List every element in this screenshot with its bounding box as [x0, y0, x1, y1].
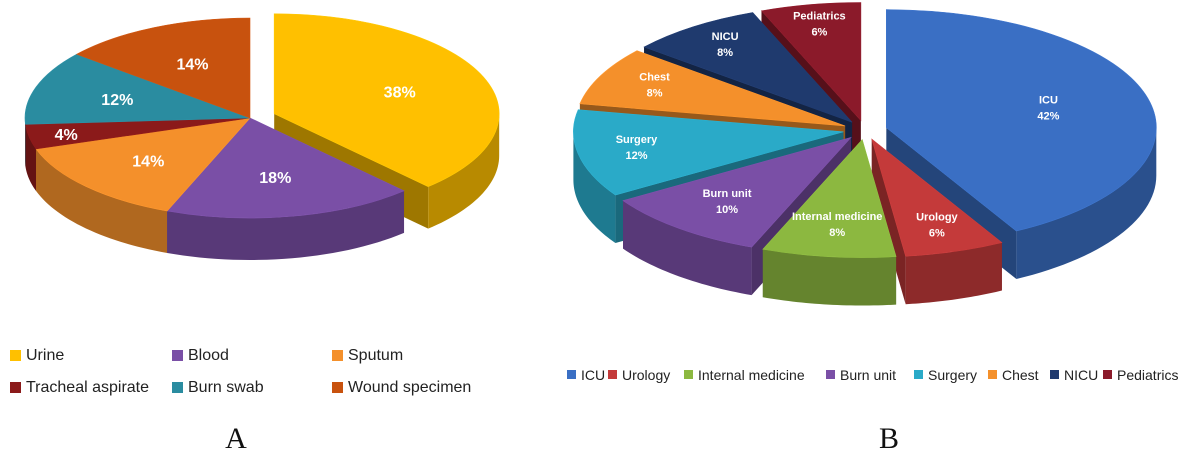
legend-item-icu: ICU: [567, 367, 605, 383]
legend-item-internal-medicine: Internal medicine: [684, 367, 805, 383]
legend-swatch: [332, 350, 343, 361]
slice-side-sputum: [36, 148, 168, 253]
slice-name-label: Surgery: [616, 134, 658, 146]
slice-wall-urology: [871, 139, 906, 305]
legend-label: Internal medicine: [698, 367, 805, 383]
slice-value-label: 6%: [811, 27, 827, 39]
legend-swatch: [608, 370, 617, 379]
slice-value-label: 8%: [647, 88, 663, 100]
slice-side-surgery: [573, 131, 616, 244]
slice-side-icu: [1016, 127, 1157, 280]
slice-name-label: Chest: [639, 72, 670, 84]
slice-icu: [886, 9, 1157, 232]
legend-item-chest: Chest: [988, 367, 1039, 383]
legend-item-burn-swab: Burn swab: [172, 379, 264, 396]
slice-side-urology: [905, 242, 1002, 305]
legend-label: Surgery: [928, 367, 977, 383]
legend-swatch: [826, 370, 835, 379]
legend-label: NICU: [1064, 367, 1098, 383]
legend-swatch: [172, 350, 183, 361]
slice-internal-medicine: [762, 138, 897, 258]
legend-item-sputum: Sputum: [332, 347, 403, 364]
legend-item-nicu: NICU: [1050, 367, 1098, 383]
legend-swatch: [1103, 370, 1112, 379]
slice-urology: [871, 138, 1003, 257]
legend-item-burn-unit: Burn unit: [826, 367, 896, 383]
pie-tops: [573, 2, 1157, 258]
slice-value-label: 42%: [1037, 110, 1059, 122]
legend-swatch: [684, 370, 693, 379]
slice-urine: [273, 13, 500, 187]
slice-value-label: 12%: [626, 150, 648, 162]
slice-name-label: Internal medicine: [792, 211, 882, 223]
slice-value-label: 12%: [101, 92, 133, 109]
legend-label: Blood: [188, 347, 229, 364]
panel-label-a: A: [225, 422, 247, 450]
legend-label: Chest: [1002, 367, 1039, 383]
legend-item-urology: Urology: [608, 367, 670, 383]
slice-name-label: ICU: [1039, 94, 1058, 106]
slice-value-label: 10%: [716, 204, 738, 216]
legend-label: Urine: [26, 347, 64, 364]
legend-item-pediatrics: Pediatrics: [1103, 367, 1178, 383]
slice-value-label: 8%: [717, 47, 733, 59]
legend-label: Burn swab: [188, 379, 264, 396]
slice-value-label: 38%: [384, 85, 416, 102]
slice-pediatrics: [760, 2, 862, 122]
slice-nicu: [643, 12, 853, 123]
slice-side-tracheal-aspirate: [25, 124, 37, 191]
slice-wound-specimen: [75, 17, 251, 119]
slice-value-label: 14%: [132, 153, 164, 170]
legend-swatch: [10, 350, 21, 361]
pie-labels: 38% 18% 14% 4% 12% 14%: [55, 57, 416, 187]
slice-name-label: NICU: [712, 31, 739, 43]
pie-tops: [24, 13, 500, 219]
legend-item-wound-specimen: Wound specimen: [332, 379, 471, 396]
legend-label: Burn unit: [840, 367, 896, 383]
legend-swatch: [10, 382, 21, 393]
legend-item-surgery: Surgery: [914, 367, 977, 383]
slice-side-blood: [167, 190, 405, 260]
slice-value-label: 14%: [177, 57, 209, 74]
slice-burn-swab: [24, 53, 251, 125]
legend-item-tracheal-aspirate: Tracheal aspirate: [10, 379, 149, 396]
legend-swatch: [1050, 370, 1059, 379]
legend-swatch: [172, 382, 183, 393]
legend-label: Pediatrics: [1117, 367, 1178, 383]
legend-b: ICU Urology Internal medicine Burn unit Surg…: [567, 367, 1178, 383]
slice-value-label: 18%: [259, 170, 291, 187]
slice-side-burn-unit: [623, 200, 752, 296]
chart-b: ICU 42% Urology 6% Internal medicine 8% Burn u…: [573, 2, 1157, 306]
slice-chest: [579, 50, 846, 127]
slice-burn-unit: [622, 136, 852, 248]
slice-name-label: Urology: [916, 212, 958, 224]
legend-label: Tracheal aspirate: [26, 379, 149, 396]
panel-label-b: B: [879, 422, 899, 450]
legend-label: Wound specimen: [348, 379, 471, 396]
slice-surgery: [573, 109, 844, 196]
legend-label: Urology: [622, 367, 670, 383]
legend-swatch: [988, 370, 997, 379]
slice-name-label: Pediatrics: [793, 11, 846, 23]
legend-item-blood: Blood: [172, 347, 229, 364]
legend-label: Sputum: [348, 347, 403, 364]
legend-swatch: [332, 382, 343, 393]
slice-value-label: 8%: [829, 227, 845, 239]
slice-side-urine: [428, 113, 500, 229]
chart-a: 38% 18% 14% 4% 12% 14%: [24, 13, 500, 260]
slice-value-label: 4%: [55, 127, 78, 144]
legend-swatch: [914, 370, 923, 379]
slice-name-label: Burn unit: [703, 188, 752, 200]
slice-blood: [166, 117, 405, 219]
slice-value-label: 6%: [929, 228, 945, 240]
slice-side-internal-medicine: [762, 249, 897, 306]
legend-a: Urine Blood Sputum Tracheal aspirate Burn sw…: [10, 347, 471, 396]
legend-swatch: [567, 370, 576, 379]
pie-labels: ICU 42% Urology 6% Internal medicine 8% Burn u…: [616, 11, 1060, 240]
legend-label: ICU: [581, 367, 605, 383]
legend-item-urine: Urine: [10, 347, 64, 364]
